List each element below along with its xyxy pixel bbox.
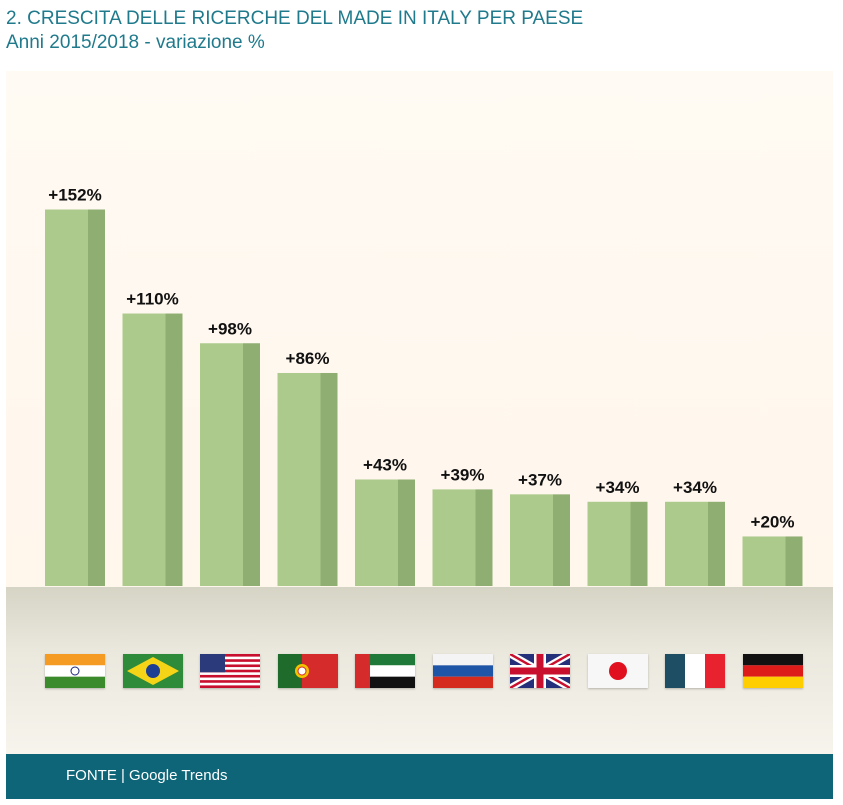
bar-group: +86%	[277, 349, 338, 586]
bar	[45, 209, 88, 586]
bar	[277, 372, 321, 586]
bar	[587, 501, 631, 586]
bar-chart: +152% +110% +98% +86% +43% +39% +37% +34% +34% +2…	[45, 185, 803, 586]
bar-shade	[398, 479, 415, 586]
bar-group: +34%	[665, 478, 725, 586]
chart-title: 2. CRESCITA DELLE RICERCHE DEL MADE IN I…	[6, 8, 584, 29]
bar-value-label: +37%	[518, 470, 562, 489]
bar-group: +110%	[122, 290, 183, 586]
chart-subtitle: Anni 2015/2018 - variazione %	[6, 32, 265, 53]
bar-shade	[165, 313, 183, 586]
flag-france-icon	[665, 654, 725, 688]
bar-shade	[243, 343, 260, 586]
flag-germany-icon	[743, 654, 803, 688]
bar-group: +20%	[742, 512, 803, 586]
flag-usa-icon	[200, 654, 260, 688]
bar-value-label: +39%	[441, 465, 485, 484]
bar-value-label: +86%	[286, 349, 330, 368]
bar-shade	[475, 489, 493, 586]
bar-shade	[630, 501, 648, 586]
bar	[510, 494, 553, 586]
footer-bar: FONTE | Google Trends	[6, 754, 833, 799]
bar-group: +39%	[432, 465, 493, 586]
bar-value-label: +152%	[48, 185, 101, 204]
bar-value-label: +20%	[751, 512, 795, 531]
bar-value-label: +34%	[596, 478, 640, 497]
bar-group: +43%	[355, 455, 415, 586]
bar-shade	[320, 372, 338, 586]
bar	[200, 343, 243, 586]
bar-shade	[553, 494, 570, 586]
bar-value-label: +110%	[126, 290, 178, 309]
bar-value-label: +98%	[208, 319, 252, 338]
bar-value-label: +43%	[363, 455, 407, 474]
bar-group: +98%	[200, 319, 260, 586]
bar-value-label: +34%	[673, 478, 717, 497]
bar-group: +152%	[45, 185, 105, 586]
bar	[355, 479, 398, 586]
bar	[742, 536, 786, 586]
flag-uk-icon	[508, 650, 572, 692]
bar-group: +37%	[510, 470, 570, 586]
bar	[122, 313, 166, 586]
bar-shade	[708, 501, 725, 586]
flag-russia-icon	[433, 654, 493, 688]
flag-japan-icon	[588, 654, 648, 688]
flag-brazil-icon	[123, 654, 183, 688]
source-text: FONTE | Google Trends	[66, 767, 228, 784]
flag-portugal-icon	[278, 654, 338, 688]
bar-shade	[785, 536, 803, 586]
flag-uae-icon	[355, 654, 415, 688]
bar-group: +34%	[587, 478, 648, 586]
flag-india-icon	[45, 654, 105, 688]
bar	[432, 489, 476, 586]
bar-shade	[88, 209, 105, 586]
bar	[665, 501, 708, 586]
